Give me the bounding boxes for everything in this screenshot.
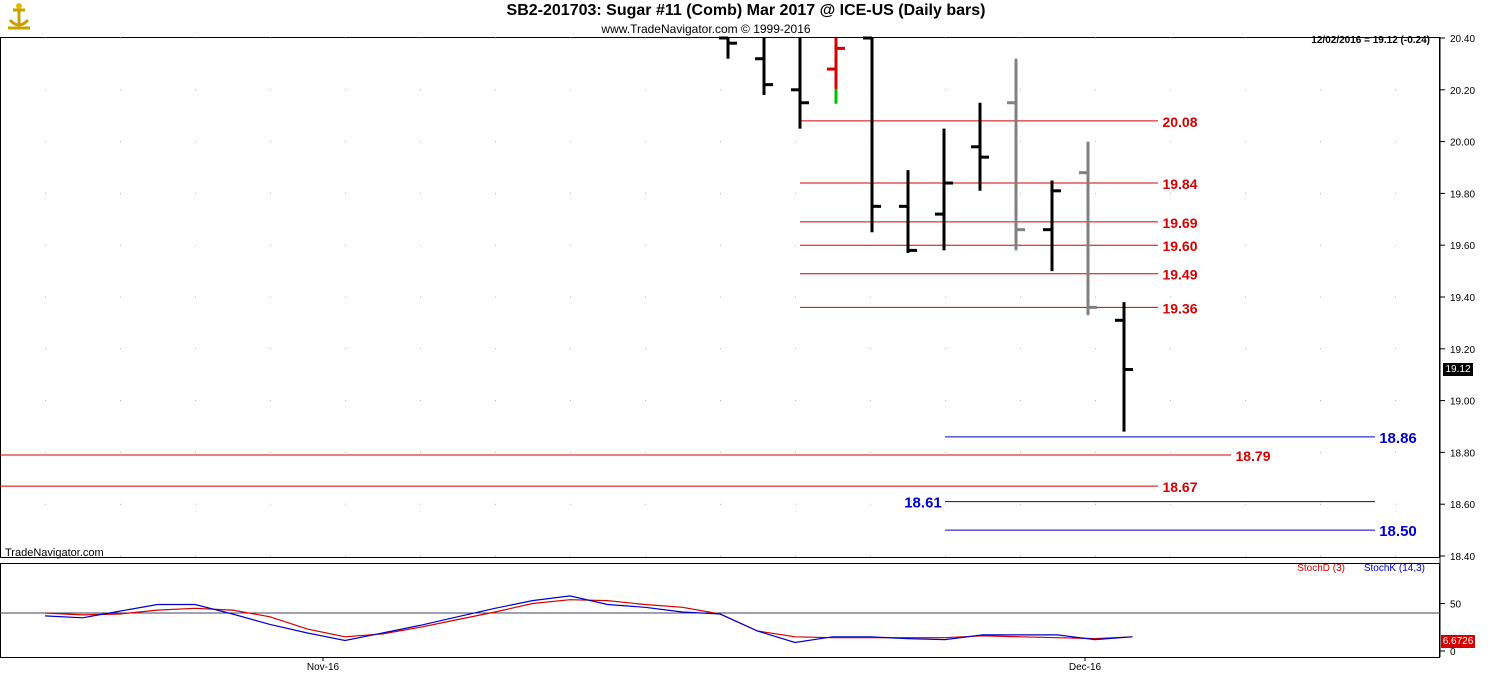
level-label-19.36: 19.36 — [1162, 300, 1197, 316]
chart-title: SB2-201703: Sugar #11 (Comb) Mar 2017 @ … — [506, 2, 986, 19]
stoch-badge: 6.6726 — [1441, 635, 1475, 648]
level-label-19.49: 19.49 — [1162, 267, 1197, 283]
level-label-18.61: 18.61 — [904, 495, 942, 512]
y-tick-label: 18.80 — [1450, 448, 1475, 459]
stoch-series-blue — [44, 595, 1133, 644]
copyright-text: www.TradeNavigator.com © 1999-2016 — [601, 22, 811, 36]
level-label-19.84: 19.84 — [1162, 176, 1197, 192]
level-label-19.69: 19.69 — [1162, 215, 1197, 231]
y-tick-label: 20.00 — [1450, 138, 1475, 149]
level-label-19.60: 19.60 — [1162, 238, 1197, 254]
x-tick-label: Nov-16 — [307, 662, 340, 673]
y-tick-label: 19.20 — [1450, 345, 1475, 356]
ohlc-bar — [863, 36, 881, 233]
stoch-series-red — [44, 599, 1133, 640]
level-label-18.50: 18.50 — [1379, 523, 1417, 540]
last-close-readout: 12/02/2016 = 19.12 (-0.24) — [1311, 35, 1430, 46]
y-tick-label: 20.40 — [1450, 34, 1475, 45]
ohlc-bar — [1079, 141, 1097, 316]
ohlc-bar — [791, 38, 809, 129]
y-tick-label: 18.40 — [1450, 552, 1475, 563]
ohlc-bar — [935, 128, 953, 251]
trade-navigator-logo — [4, 2, 34, 32]
ohlc-bar — [899, 170, 917, 253]
ohlc-bar — [1043, 180, 1061, 272]
y-tick-label: 18.60 — [1450, 500, 1475, 511]
level-label-18.67: 18.67 — [1162, 479, 1197, 495]
ohlc-bar — [719, 36, 737, 59]
ohlc-bar — [755, 38, 773, 95]
y-tick-label: 19.60 — [1450, 241, 1475, 252]
y-tick-label: 19.40 — [1450, 293, 1475, 304]
x-tick-label: Dec-16 — [1069, 662, 1102, 673]
watermark-text: TradeNavigator.com — [5, 547, 104, 559]
stoch-y-tick-label: 50 — [1450, 600, 1462, 611]
legend-stochk: StochK (14,3) — [1364, 563, 1425, 574]
ohlc-bar — [971, 102, 989, 191]
level-label-18.79: 18.79 — [1235, 448, 1270, 464]
legend-stochd: StochD (3) — [1297, 563, 1345, 574]
level-label-20.08: 20.08 — [1162, 114, 1197, 130]
ohlc-bar — [827, 38, 845, 104]
price-badge: 19.12 — [1443, 363, 1473, 376]
stoch-y-tick-label: 0 — [1450, 647, 1456, 658]
ohlc-bar — [1115, 302, 1133, 432]
y-tick-label: 19.80 — [1450, 189, 1475, 200]
y-tick-label: 20.20 — [1450, 86, 1475, 97]
y-tick-label: 19.00 — [1450, 397, 1475, 408]
ohlc-bar — [1007, 58, 1025, 251]
level-label-18.86: 18.86 — [1379, 430, 1417, 447]
